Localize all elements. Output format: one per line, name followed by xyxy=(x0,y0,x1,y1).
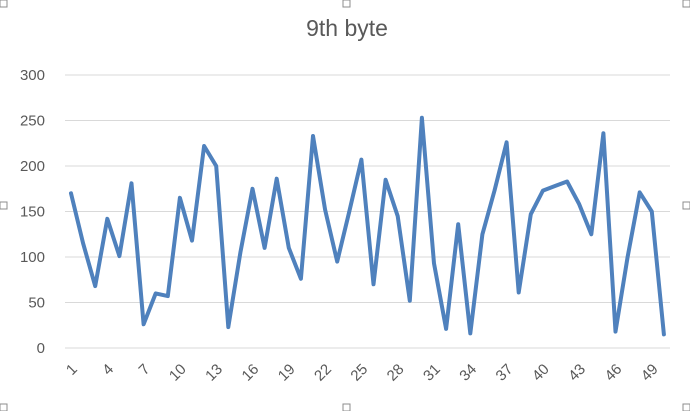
data-point xyxy=(93,284,97,288)
data-point xyxy=(468,331,472,335)
x-tick-label: 34 xyxy=(456,361,480,385)
data-point xyxy=(384,178,388,182)
y-tick-label: 50 xyxy=(28,295,45,312)
data-point xyxy=(81,241,85,245)
chart-area-handle-top-left xyxy=(0,0,8,8)
data-point xyxy=(263,246,267,250)
data-point xyxy=(589,232,593,236)
data-point xyxy=(408,299,412,303)
y-tick-label: 300 xyxy=(20,67,45,84)
chart-area-handle-middle-left xyxy=(0,201,8,210)
y-tick-label: 150 xyxy=(20,204,45,221)
data-point xyxy=(238,250,242,254)
chart-area-handle-top-right xyxy=(682,0,690,8)
data-point xyxy=(117,254,121,258)
data-point xyxy=(432,261,436,265)
data-point xyxy=(577,202,581,206)
data-point xyxy=(372,282,375,286)
data-point xyxy=(493,189,496,193)
data-point xyxy=(130,181,133,185)
x-tick-label: 7 xyxy=(136,361,154,379)
x-tick-label: 43 xyxy=(565,361,589,385)
chart-area-handle-middle-right xyxy=(682,201,690,210)
data-point xyxy=(142,322,146,326)
data-point xyxy=(601,131,605,135)
data-point xyxy=(251,187,254,191)
data-point xyxy=(154,291,158,295)
data-point xyxy=(311,134,315,138)
data-point xyxy=(166,294,170,298)
data-point xyxy=(662,332,666,336)
x-tick-label: 37 xyxy=(493,361,517,385)
x-tick-label: 10 xyxy=(166,361,190,385)
x-tick-label: 4 xyxy=(99,361,117,379)
y-axis-ticks: 0 50 100 150 200 250 300 xyxy=(20,67,45,357)
chart-title: 9th byte xyxy=(306,15,388,41)
data-point xyxy=(226,325,230,329)
data-point xyxy=(529,212,533,216)
data-point xyxy=(202,144,206,148)
y-tick-label: 100 xyxy=(20,249,45,266)
data-point xyxy=(323,208,327,212)
gridlines xyxy=(65,74,670,349)
data-point xyxy=(105,217,109,221)
y-tick-label: 200 xyxy=(20,158,45,175)
chart-area-handle-top-center xyxy=(342,0,351,8)
data-point xyxy=(456,222,460,226)
x-tick-label: 19 xyxy=(275,361,299,385)
data-point xyxy=(565,180,569,183)
x-tick-label: 16 xyxy=(239,361,263,385)
data-point xyxy=(178,196,182,200)
data-point xyxy=(650,210,654,213)
data-point xyxy=(335,260,339,264)
data-point xyxy=(299,277,303,281)
data-point xyxy=(275,177,279,181)
data-point xyxy=(553,184,557,188)
x-tick-label: 13 xyxy=(202,361,226,385)
x-tick-label: 31 xyxy=(420,361,444,385)
data-point xyxy=(626,255,630,259)
x-tick-label: 46 xyxy=(602,361,626,385)
data-point xyxy=(347,210,351,213)
series-line-0 xyxy=(69,115,666,337)
data-point xyxy=(444,327,448,331)
x-tick-label: 1 xyxy=(63,361,81,379)
chart-area-handle-bottom-right xyxy=(682,403,690,411)
data-point xyxy=(505,140,509,144)
x-tick-label: 28 xyxy=(384,361,408,385)
x-tick-label: 25 xyxy=(347,361,371,385)
data-point xyxy=(396,214,400,218)
series-layer xyxy=(69,115,666,337)
data-point xyxy=(69,191,73,195)
x-tick-label: 22 xyxy=(311,361,335,385)
data-point xyxy=(214,164,218,168)
data-point xyxy=(517,291,521,294)
data-point xyxy=(359,158,363,162)
x-tick-label: 49 xyxy=(638,361,662,385)
data-point xyxy=(541,189,545,193)
x-tick-label: 40 xyxy=(529,361,553,385)
data-point xyxy=(287,246,291,250)
data-point xyxy=(420,116,424,120)
data-point xyxy=(190,239,194,243)
data-point xyxy=(480,232,484,236)
data-point xyxy=(638,190,642,194)
chart-area-handle-bottom-center xyxy=(342,403,351,411)
x-axis-ticks: 1 4 7 10 13 16 19 22 25 28 31 34 37 40 43 46 49 xyxy=(63,361,662,385)
chart-area-handle-bottom-left xyxy=(0,403,8,411)
data-point xyxy=(614,330,617,334)
y-tick-label: 0 xyxy=(37,340,45,357)
y-tick-label: 250 xyxy=(20,113,45,130)
